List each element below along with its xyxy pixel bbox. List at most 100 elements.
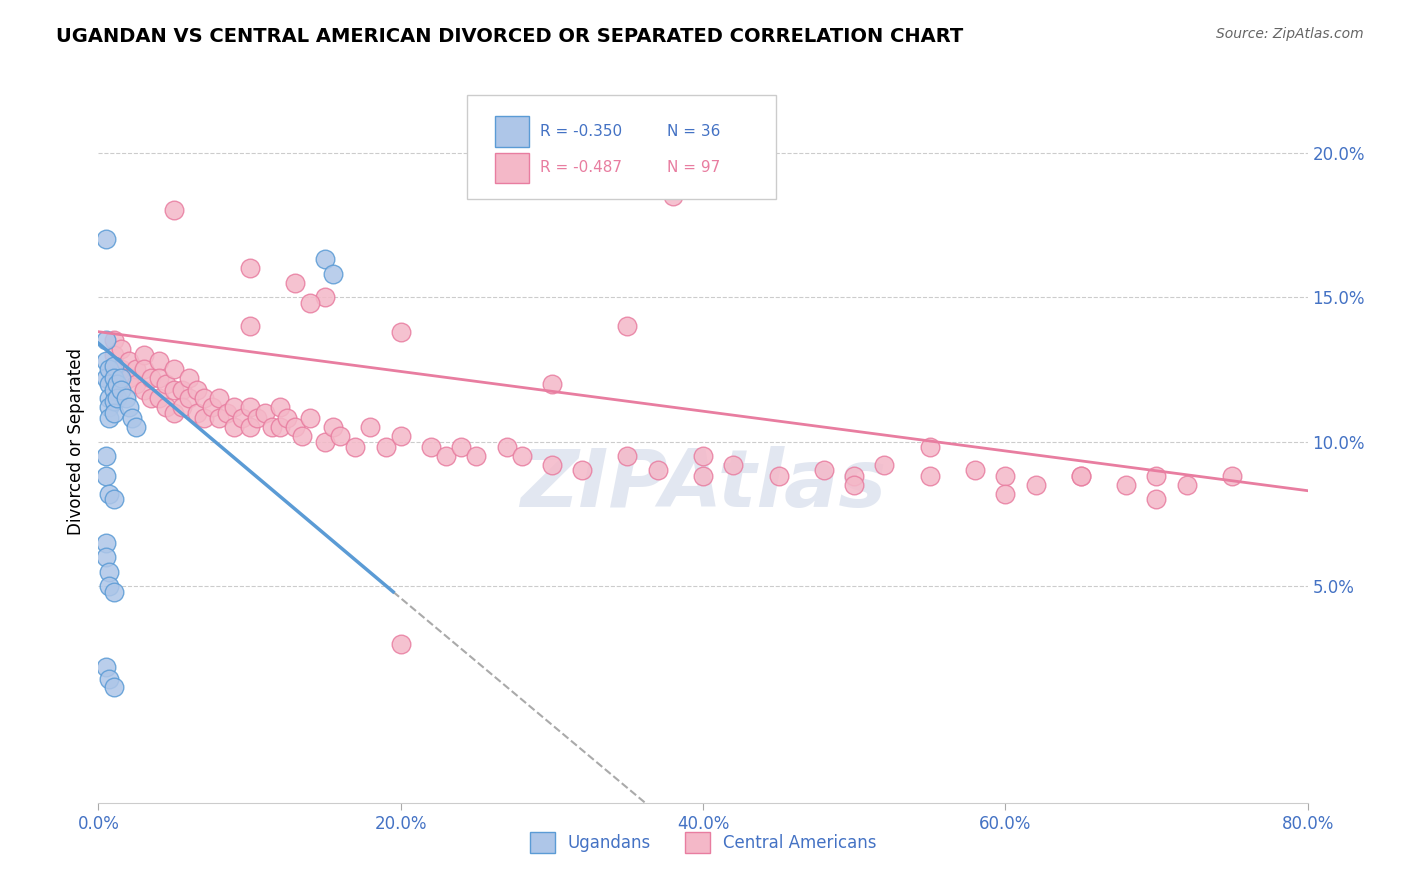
Point [994, 469, 1017, 483]
Point [132, 383, 155, 397]
Point [98, 486, 121, 500]
Point [103, 584, 125, 599]
Point [239, 261, 262, 276]
Point [692, 469, 714, 483]
Point [121, 411, 143, 425]
Point [322, 267, 344, 281]
Text: Source: ZipAtlas.com: Source: ZipAtlas.com [1216, 27, 1364, 41]
Point [118, 371, 141, 385]
Point [873, 458, 896, 472]
Point [994, 486, 1017, 500]
Point [125, 420, 148, 434]
Point [103, 680, 125, 694]
Point [98, 565, 121, 579]
Point [141, 391, 163, 405]
Point [540, 376, 562, 391]
Point [253, 406, 276, 420]
Point [105, 376, 128, 391]
Point [103, 334, 125, 348]
Point [103, 492, 125, 507]
Point [246, 411, 269, 425]
Point [314, 434, 336, 449]
Point [110, 342, 132, 356]
Point [540, 458, 562, 472]
Point [94, 371, 117, 385]
Point [179, 391, 201, 405]
Point [768, 469, 790, 483]
Point [813, 463, 835, 477]
Point [155, 400, 177, 414]
Point [389, 637, 412, 651]
Point [284, 420, 307, 434]
Point [434, 449, 457, 463]
Point [170, 383, 193, 397]
Point [103, 371, 125, 385]
Y-axis label: Divorced or Separated: Divorced or Separated [66, 348, 84, 535]
Point [163, 362, 186, 376]
Point [269, 400, 291, 414]
Point [179, 371, 201, 385]
Point [844, 469, 866, 483]
Point [420, 440, 443, 454]
Point [1175, 478, 1198, 492]
Point [616, 318, 638, 333]
Point [186, 406, 208, 420]
Point [1070, 469, 1092, 483]
Point [1024, 478, 1046, 492]
Point [103, 383, 125, 397]
Point [723, 458, 745, 472]
Point [94, 535, 117, 549]
Point [844, 478, 866, 492]
Text: N = 36: N = 36 [666, 124, 720, 139]
Point [193, 411, 215, 425]
Point [114, 391, 136, 405]
Point [299, 295, 322, 310]
Point [118, 353, 141, 368]
Point [692, 449, 714, 463]
Point [98, 362, 121, 376]
Text: UGANDAN VS CENTRAL AMERICAN DIVORCED OR SEPARATED CORRELATION CHART: UGANDAN VS CENTRAL AMERICAN DIVORCED OR … [56, 27, 963, 45]
Point [110, 383, 132, 397]
Point [132, 362, 155, 376]
Point [98, 672, 121, 686]
Point [208, 411, 231, 425]
Point [299, 411, 322, 425]
Point [193, 391, 215, 405]
Point [465, 449, 488, 463]
Point [276, 411, 298, 425]
Point [1070, 469, 1092, 483]
Point [163, 383, 186, 397]
Point [314, 290, 336, 304]
Text: R = -0.487: R = -0.487 [540, 161, 621, 175]
Point [231, 411, 253, 425]
Point [374, 440, 396, 454]
Point [616, 449, 638, 463]
Point [110, 362, 132, 376]
Point [329, 429, 352, 443]
Point [495, 440, 517, 454]
Point [571, 463, 593, 477]
Point [224, 400, 246, 414]
Point [141, 371, 163, 385]
Point [163, 406, 186, 420]
Point [360, 420, 382, 434]
Point [94, 550, 117, 565]
Point [344, 440, 367, 454]
Point [170, 400, 193, 414]
Text: R = -0.350: R = -0.350 [540, 124, 621, 139]
Point [965, 463, 987, 477]
Point [110, 371, 132, 385]
Point [94, 469, 117, 483]
Point [103, 359, 125, 374]
FancyBboxPatch shape [495, 116, 529, 147]
Point [1220, 469, 1243, 483]
Point [239, 400, 262, 414]
Point [262, 420, 284, 434]
Point [98, 579, 121, 593]
Point [284, 276, 307, 290]
Point [389, 429, 412, 443]
Point [125, 376, 148, 391]
Point [269, 420, 291, 434]
Point [291, 429, 314, 443]
Legend: Ugandans, Central Americans: Ugandans, Central Americans [523, 826, 883, 860]
